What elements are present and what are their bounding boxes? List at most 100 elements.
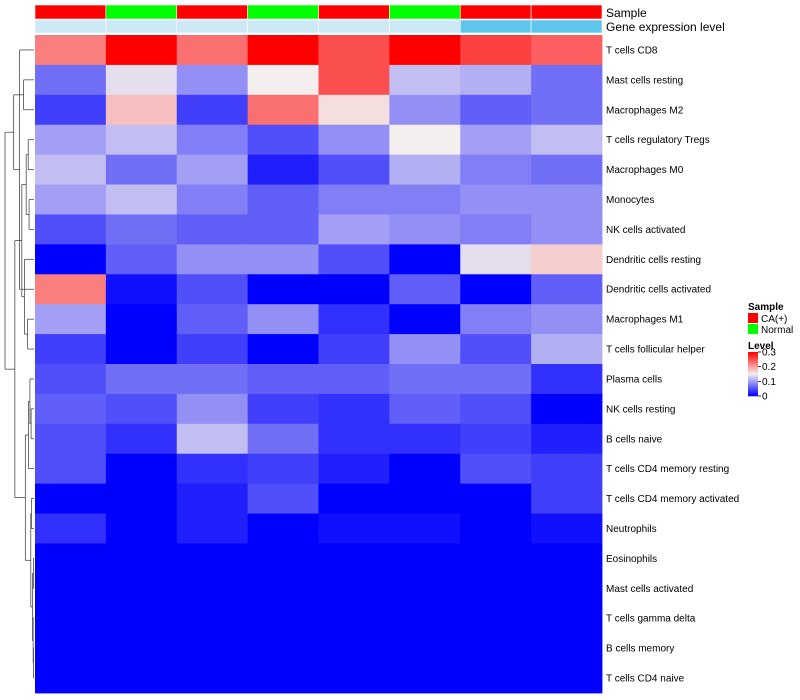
sample-annotation-cell [176, 4, 248, 20]
heatmap-cell [389, 274, 461, 305]
heatmap-cell [389, 364, 461, 395]
heatmap-cell [460, 35, 532, 66]
heatmap-cell [460, 334, 532, 365]
heatmap-cell [247, 94, 319, 126]
heatmap-cell [460, 513, 532, 544]
heatmap-cell [176, 633, 249, 664]
heatmap-cell [105, 214, 178, 245]
heatmap-cell [318, 184, 390, 215]
heatmap-cell [460, 633, 532, 664]
heatmap-cell [460, 663, 532, 694]
heatmap-cell [389, 64, 461, 96]
heatmap-cell [176, 663, 249, 694]
heatmap-cell [531, 663, 603, 694]
heatmap-cell [389, 304, 461, 335]
heatmap-cell [105, 573, 178, 604]
level-bar-segment [748, 363, 758, 365]
heatmap-cell [247, 663, 319, 694]
heatmap-cell [176, 214, 249, 245]
heatmap-cell [389, 393, 461, 425]
heatmap-cell [531, 364, 603, 395]
level-bar-segment [748, 369, 758, 371]
level-bar-segment [748, 353, 758, 355]
heatmap-cell [35, 64, 107, 96]
heatmap-cell [318, 124, 390, 156]
heatmap-cell [318, 513, 390, 544]
heatmap-cell [460, 94, 532, 126]
heatmap-cells [35, 35, 603, 694]
heatmap-cell [35, 214, 107, 245]
expression-annotation-cell [247, 19, 319, 34]
row-label-nk-cells-resting: NK cells resting [606, 404, 675, 415]
heatmap-cell [460, 64, 532, 96]
heatmap-cell [318, 304, 390, 335]
heatmap-cell [176, 334, 249, 365]
expression-annotation-cell [459, 19, 532, 34]
row-label-t-cells-cd4-memory-resting: T cells CD4 memory resting [606, 464, 729, 475]
heatmap-cell [105, 633, 178, 664]
heatmap-cell [389, 154, 461, 185]
heatmap-cell [176, 184, 249, 215]
heatmap-cell [176, 94, 249, 126]
heatmap-cell [318, 393, 390, 425]
heatmap-cell [531, 244, 603, 275]
heatmap-cell [460, 483, 532, 514]
heatmap-cell [318, 423, 390, 455]
row-label-eosinophils: Eosinophils [606, 554, 657, 565]
heatmap-cell [247, 543, 319, 574]
heatmap-cell [105, 393, 178, 425]
heatmap-cell [247, 513, 319, 544]
heatmap-cell [176, 423, 249, 455]
expression-annotation-cell [389, 19, 461, 34]
sample-legend-swatch-ca [748, 313, 758, 323]
heatmap-cell [460, 214, 532, 245]
heatmap-cell [35, 603, 107, 634]
sample-legend-title: Sample [748, 302, 784, 313]
heatmap-cell [176, 154, 249, 185]
level-bar-segment [748, 376, 758, 378]
level-bar-segment [748, 358, 758, 360]
level-bar-segment [748, 386, 758, 388]
heatmap-cell [389, 663, 461, 694]
heatmap-cell [460, 573, 532, 604]
heatmap-cell [531, 543, 603, 574]
heatmap-cell [531, 334, 603, 365]
heatmap-cell [247, 364, 319, 395]
heatmap-cell [531, 274, 603, 305]
level-bar-segment [748, 370, 758, 372]
heatmap-cell [531, 154, 603, 185]
heatmap-cell [531, 64, 603, 96]
heatmap-cell [318, 364, 390, 395]
heatmap-cell [531, 513, 603, 544]
heatmap-cell [247, 214, 319, 245]
heatmap-cell [176, 35, 249, 66]
heatmap-cell [105, 483, 178, 514]
heatmap-cell [176, 573, 249, 604]
heatmap-cell [35, 304, 107, 335]
row-labels: T cells CD8 Mast cells resting Macrophages… [606, 45, 739, 684]
heatmap-cell [531, 453, 603, 485]
level-bar-segment [748, 356, 758, 358]
row-label-mast-cells-activated: Mast cells activated [606, 584, 693, 595]
heatmap-cell [247, 334, 319, 365]
heatmap-cell [247, 304, 319, 335]
row-label-dendritic-cells-activated: Dendritic cells activated [606, 285, 711, 296]
sample-legend-label-normal: Normal [761, 325, 793, 336]
heatmap-cell [531, 304, 603, 335]
heatmap-cell [389, 453, 461, 485]
heatmap-cell [460, 423, 532, 455]
level-bar-segment [748, 381, 758, 383]
sample-annotation-cell [318, 4, 390, 20]
heatmap-cell [176, 124, 249, 156]
level-tick-label: 0.2 [762, 362, 776, 373]
level-bar-segment [748, 360, 758, 362]
level-bar-segment [748, 384, 758, 386]
row-label-t-cells-regulatory-tregs: T cells regulatory Tregs [606, 135, 710, 146]
level-bar-segment [748, 388, 758, 390]
heatmap-cell [35, 94, 107, 126]
heatmap-cell [105, 453, 178, 485]
heatmap-cell [318, 154, 390, 185]
heatmap-cell [35, 244, 107, 275]
heatmap-cell [318, 244, 390, 275]
